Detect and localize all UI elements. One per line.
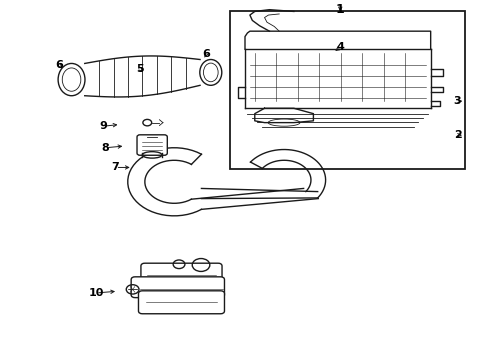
Text: 6: 6 — [202, 49, 210, 59]
Text: 3: 3 — [454, 96, 462, 106]
Text: 8: 8 — [102, 143, 110, 153]
Text: 5: 5 — [136, 64, 144, 74]
Text: 7: 7 — [112, 162, 120, 172]
FancyBboxPatch shape — [139, 291, 224, 314]
Text: 9: 9 — [99, 121, 107, 131]
FancyBboxPatch shape — [131, 277, 224, 298]
Text: 10: 10 — [88, 288, 104, 298]
Text: 1: 1 — [336, 3, 344, 16]
Bar — [230, 12, 465, 169]
FancyBboxPatch shape — [141, 263, 222, 283]
FancyBboxPatch shape — [137, 135, 167, 155]
Text: 2: 2 — [454, 130, 462, 140]
Text: 6: 6 — [55, 60, 63, 70]
Text: 4: 4 — [336, 42, 344, 52]
